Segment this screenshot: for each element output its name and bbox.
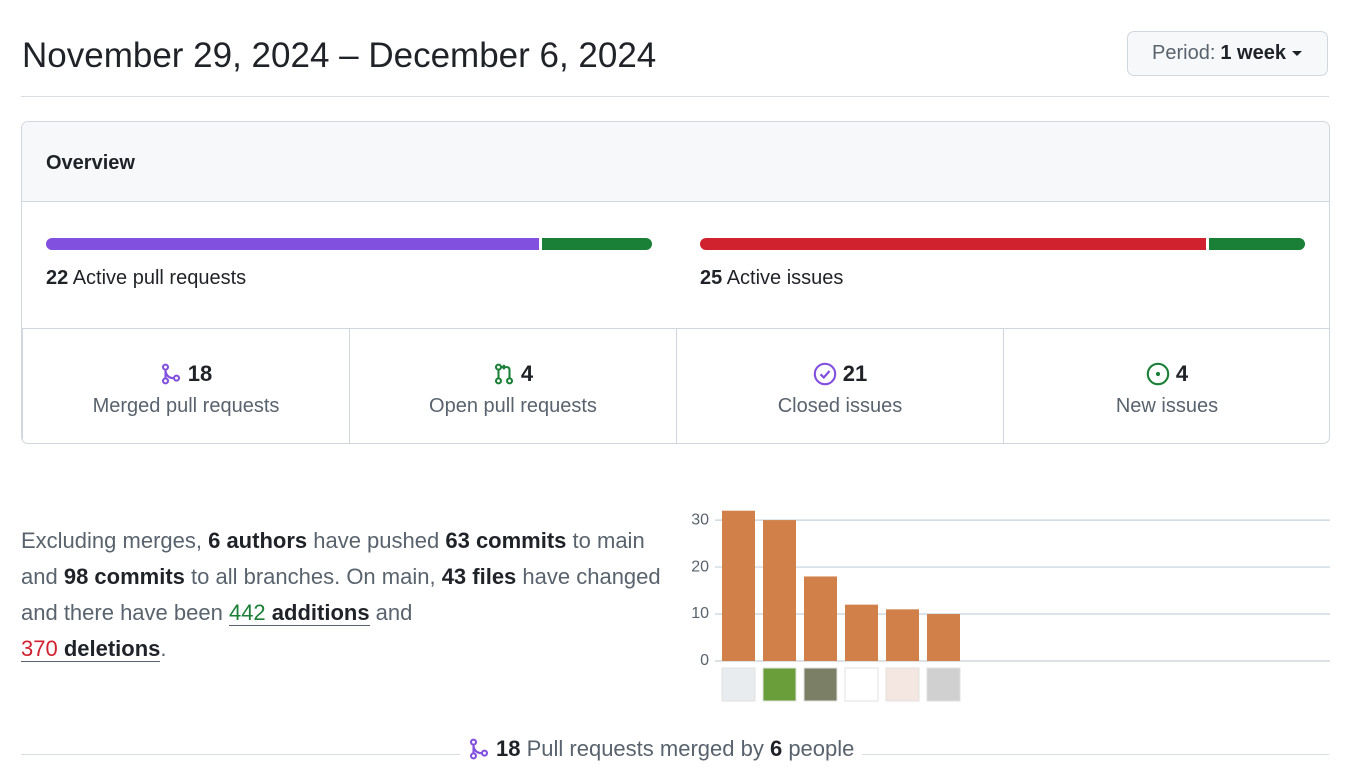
pr-progress [46, 238, 652, 250]
y-tick-label: 20 [691, 558, 709, 575]
overview-header [22, 122, 1329, 202]
merged-icon [469, 738, 489, 760]
bar [845, 604, 878, 661]
count: 18 [496, 736, 521, 761]
files: 43 files [441, 564, 517, 589]
count: 25 [700, 267, 723, 289]
divider [22, 328, 1329, 329]
y-tick-label: 0 [700, 652, 709, 669]
avatar[interactable] [721, 667, 756, 702]
y-tick-label: 30 [691, 511, 709, 528]
count: 4 [1175, 361, 1189, 386]
text: have changed and there have been [21, 564, 661, 625]
count: 22 [46, 267, 69, 289]
active-prs[interactable]: 22 Active pull requests [46, 267, 246, 290]
avatar[interactable] [762, 667, 797, 702]
text: to main and [21, 528, 645, 589]
open-segment [542, 238, 652, 250]
deletions-link[interactable]: 370 deletions [21, 636, 161, 662]
divider [21, 96, 1329, 97]
count: 18 [187, 361, 213, 386]
new-segment [1208, 238, 1305, 250]
text: have pushed [307, 528, 446, 553]
label: Open pull requests [429, 395, 597, 417]
additions-count: 442 [228, 600, 266, 625]
text: to all branches. On main, [184, 564, 442, 589]
avatar[interactable] [844, 667, 879, 702]
text: Excluding merges, [21, 528, 209, 553]
bar [804, 576, 837, 661]
bar [763, 520, 796, 661]
new-issues-cell[interactable]: 4 New issues [1003, 329, 1329, 443]
active-issues[interactable]: 25 Active issues [700, 267, 843, 290]
deletions-label: deletions [57, 636, 161, 661]
merged-segment [46, 238, 540, 250]
deletions-count: 370 [21, 636, 58, 661]
authors: 6 authors [208, 528, 308, 553]
bar [927, 614, 960, 661]
period-value: 1 week [1220, 42, 1286, 64]
text: people [782, 736, 855, 761]
count: 21 [842, 361, 868, 386]
label: Closed issues [777, 395, 903, 417]
y-tick-label: 10 [691, 605, 709, 622]
text: and [369, 600, 413, 625]
merged-summary: 18 Pull requests merged by 6 people [460, 736, 863, 762]
additions-label: additions [265, 600, 370, 625]
period-button[interactable]: Period: 1 week [1127, 31, 1328, 76]
closed-segment [700, 238, 1206, 250]
avatar[interactable] [926, 667, 961, 702]
people: 6 [769, 736, 783, 761]
date-range-title: November 29, 2024 – December 6, 2024 [22, 36, 657, 75]
closed-issues-cell[interactable]: 21 Closed issues [676, 329, 1003, 443]
merged-icon [161, 363, 180, 385]
caret-icon [1291, 50, 1302, 56]
merged-prs-cell[interactable]: 18 Merged pull requests [22, 329, 349, 443]
issues-progress [700, 238, 1305, 250]
period-label: Period: [1152, 42, 1216, 64]
additions-link[interactable]: 442 additions [228, 600, 370, 626]
text: . [160, 636, 167, 661]
commit-summary: Excluding merges, 6 authors have pushed … [21, 523, 671, 667]
bar [886, 609, 919, 661]
closed-issue-icon [813, 362, 837, 386]
open-prs-cell[interactable]: 4 Open pull requests [349, 329, 676, 443]
label: Active pull requests [72, 267, 247, 289]
label: Merged pull requests [92, 395, 280, 417]
avatar[interactable] [803, 667, 838, 702]
overview-title: Overview [46, 152, 135, 174]
count: 4 [520, 361, 534, 386]
label: Active issues [726, 267, 844, 289]
new-issue-icon [1146, 362, 1170, 386]
open-pr-icon [494, 363, 513, 385]
commits-all: 98 commits [63, 564, 185, 589]
label: New issues [1115, 395, 1219, 417]
overview-box: Overview 22 Active pull requests 25 Acti… [21, 121, 1330, 444]
bar [722, 510, 755, 661]
commits-main: 63 commits [445, 528, 567, 553]
avatar[interactable] [885, 667, 920, 702]
text: Pull requests merged by [520, 736, 770, 761]
commits-chart: 0 10 20 30 [691, 510, 1330, 702]
